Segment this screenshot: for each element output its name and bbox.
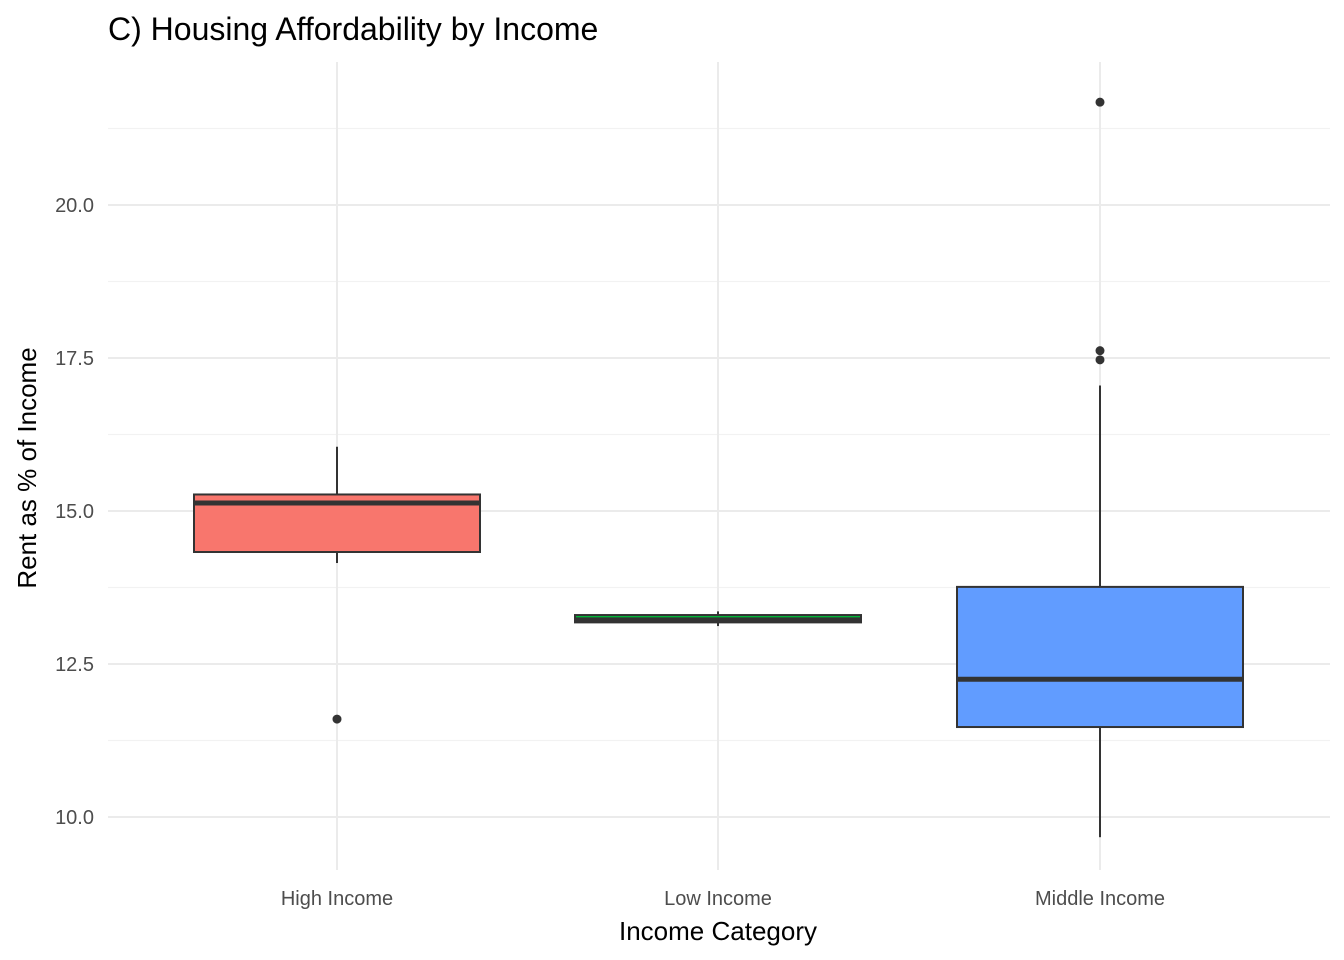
y-tick-label: 12.5 xyxy=(55,654,94,676)
chart-title: C) Housing Affordability by Income xyxy=(108,11,598,47)
boxes-layer xyxy=(193,97,1244,838)
x-axis-title: Income Category xyxy=(619,916,817,946)
x-tick-label: Middle Income xyxy=(1035,888,1165,910)
outlier-point xyxy=(1095,346,1105,356)
grid-layer xyxy=(108,62,1330,870)
y-tick-label: 10.0 xyxy=(55,807,94,829)
box-group xyxy=(193,446,481,724)
y-tick-label: 17.5 xyxy=(55,348,94,370)
x-tick-label: High Income xyxy=(281,888,393,910)
box-group xyxy=(574,611,862,627)
box-group xyxy=(956,97,1244,838)
outlier-point xyxy=(1095,97,1105,107)
y-tick-labels: 10.0 12.5 15.0 17.5 20.0 xyxy=(55,195,94,829)
outlier-point xyxy=(1095,355,1105,365)
y-tick-label: 20.0 xyxy=(55,195,94,217)
box-iqr xyxy=(956,585,1244,729)
x-tick-labels: High Income Low Income Middle Income xyxy=(281,888,1165,910)
x-tick-label: Low Income xyxy=(664,888,772,910)
y-tick-label: 15.0 xyxy=(55,501,94,523)
y-axis-title: Rent as % of Income xyxy=(12,347,42,588)
outlier-point xyxy=(332,714,342,724)
